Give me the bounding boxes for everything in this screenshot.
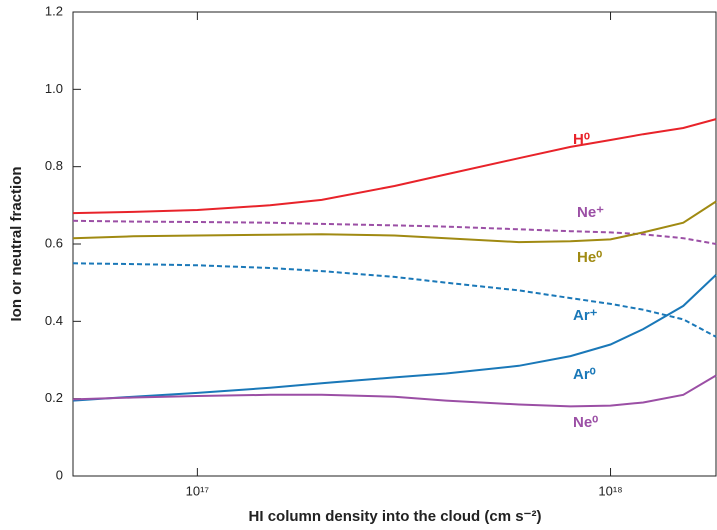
y-tick-label: 1.2 bbox=[45, 3, 63, 18]
series-label: He⁰ bbox=[577, 249, 602, 266]
series-line bbox=[72, 219, 717, 245]
x-tick-label: 10¹⁷ bbox=[186, 483, 210, 498]
series-line bbox=[72, 200, 717, 244]
series-line bbox=[72, 374, 717, 408]
x-tick-label: 10¹⁸ bbox=[598, 483, 622, 498]
y-tick-label: 1.0 bbox=[45, 81, 63, 96]
plot-frame bbox=[72, 11, 717, 477]
y-axis-title: Ion or neutral fraction bbox=[8, 166, 25, 321]
y-tick-label: 0.4 bbox=[45, 313, 63, 328]
y-tick-label: 0.8 bbox=[45, 158, 63, 173]
x-axis-title: HI column density into the cloud (cm s⁻²… bbox=[249, 508, 542, 525]
series-line bbox=[72, 274, 717, 402]
series-label: Ne⁺ bbox=[577, 204, 604, 221]
series-label: Ar⁺ bbox=[573, 307, 598, 324]
series-label: H⁰ bbox=[573, 131, 590, 148]
y-tick-label: 0 bbox=[56, 467, 63, 482]
series-line bbox=[72, 262, 717, 338]
y-tick-label: 0.6 bbox=[45, 235, 63, 250]
series-line bbox=[72, 118, 717, 215]
y-tick-label: 0.2 bbox=[45, 390, 63, 405]
series-label: Ar⁰ bbox=[573, 366, 596, 383]
series-label: Ne⁰ bbox=[573, 414, 598, 431]
